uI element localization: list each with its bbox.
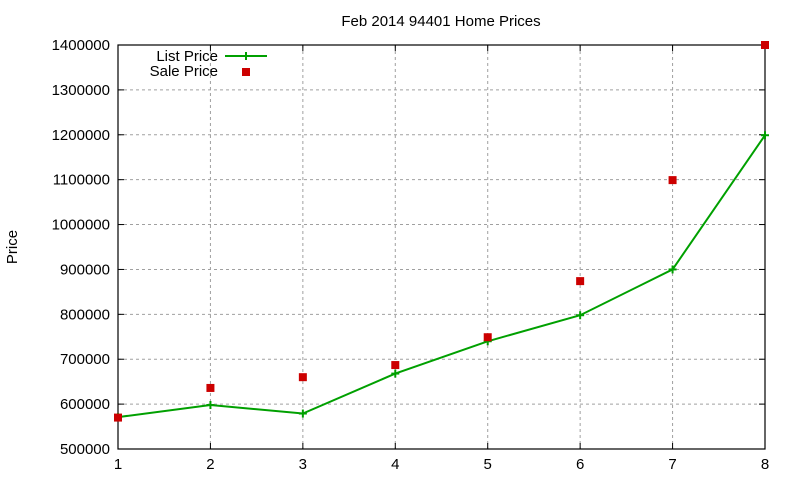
y-axis-ticks: 500000 600000 700000 800000 900000 1000000 110… xyxy=(52,37,765,458)
legend-label-list-price: List Price xyxy=(156,48,218,65)
data-point xyxy=(114,413,122,422)
data-series xyxy=(114,41,769,422)
series-list-price xyxy=(114,131,769,422)
chart-title: Feb 2014 94401 Home Prices xyxy=(341,13,540,30)
legend-square-icon xyxy=(242,68,250,76)
x-tick-label: 4 xyxy=(391,456,399,473)
y-tick-label: 700000 xyxy=(60,351,110,368)
x-tick-label: 8 xyxy=(761,456,769,473)
data-point xyxy=(206,383,215,392)
legend-line-plus-icon xyxy=(225,52,267,60)
y-tick-label: 900000 xyxy=(60,261,110,278)
data-point xyxy=(298,373,307,382)
data-point xyxy=(391,361,400,370)
y-tick-label: 600000 xyxy=(60,396,110,413)
x-tick-label: 6 xyxy=(576,456,584,473)
data-point xyxy=(483,333,492,342)
y-tick-label: 1000000 xyxy=(52,217,110,234)
legend: List Price Sale Price xyxy=(150,48,267,80)
x-tick-label: 5 xyxy=(484,456,492,473)
plot-border xyxy=(117,44,766,450)
x-tick-label: 3 xyxy=(299,456,307,473)
y-tick-label: 1200000 xyxy=(52,127,110,144)
y-axis-label: Price xyxy=(4,230,21,264)
y-tick-label: 1400000 xyxy=(52,37,110,54)
y-tick-label: 1100000 xyxy=(53,172,110,189)
y-tick-label: 1300000 xyxy=(52,82,110,99)
data-point xyxy=(761,41,769,49)
x-axis-ticks: 1 2 3 4 5 6 7 8 xyxy=(114,45,769,473)
x-tick-label: 2 xyxy=(206,456,214,473)
data-point xyxy=(668,176,677,185)
x-tick-label: 1 xyxy=(114,456,122,473)
legend-label-sale-price: Sale Price xyxy=(150,63,218,80)
x-tick-label: 7 xyxy=(668,456,676,473)
grid-lines xyxy=(118,45,765,449)
data-point xyxy=(576,277,585,286)
y-tick-label: 800000 xyxy=(60,306,110,323)
series-sale-price xyxy=(114,41,769,422)
y-tick-label: 500000 xyxy=(60,441,110,458)
